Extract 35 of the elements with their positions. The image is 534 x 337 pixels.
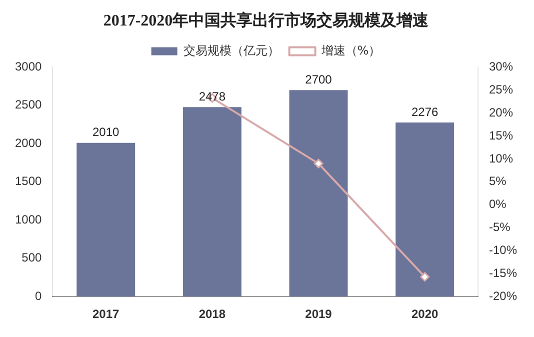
y2-tick-label: -20% — [488, 288, 518, 303]
y2-tick-label: -10% — [488, 243, 518, 258]
chart-title: 2017-2020年中国共享出行市场交易规模及增速 — [103, 10, 430, 30]
y2-tick-label: -5% — [488, 220, 511, 234]
bar — [76, 142, 136, 297]
point — [314, 158, 324, 168]
x-tick-label: 2019 — [305, 307, 332, 322]
x-tick-label: 2018 — [198, 307, 226, 322]
y2-tick-label: 25% — [488, 82, 514, 96]
y-tick-label: 500 — [22, 250, 42, 265]
y-tick-label: 1500 — [14, 174, 42, 188]
y2-tick-label: -15% — [488, 266, 518, 280]
y-tick-label: 2500 — [14, 98, 42, 112]
y2-tick-label: 10% — [488, 151, 514, 166]
x-tick-label: 2017 — [92, 307, 120, 322]
bar — [289, 90, 348, 297]
data-label: 2010 — [92, 125, 120, 140]
y-tick-label: 1000 — [14, 212, 42, 226]
bar — [396, 122, 454, 297]
y-tick-label: 0 — [35, 288, 42, 303]
y2-tick-label: 15% — [488, 128, 514, 142]
y2-tick-label: 20% — [488, 105, 514, 120]
y2-tick-label: 0% — [488, 197, 507, 212]
bar — [182, 107, 242, 297]
legend-label: 增速（%） — [320, 43, 381, 58]
y2-tick-label: 5% — [488, 174, 507, 188]
y2-tick-label: 30% — [488, 60, 514, 74]
x-tick-label: 2020 — [411, 307, 438, 322]
y-tick-label: 3000 — [14, 60, 42, 74]
data-label: 2478 — [198, 89, 226, 104]
legend-label: 交易规模（亿元） — [183, 43, 280, 58]
data-label: 2700 — [305, 72, 332, 86]
point — [420, 272, 430, 282]
y-tick-label: 2000 — [14, 136, 42, 150]
data-label: 2276 — [411, 104, 438, 119]
